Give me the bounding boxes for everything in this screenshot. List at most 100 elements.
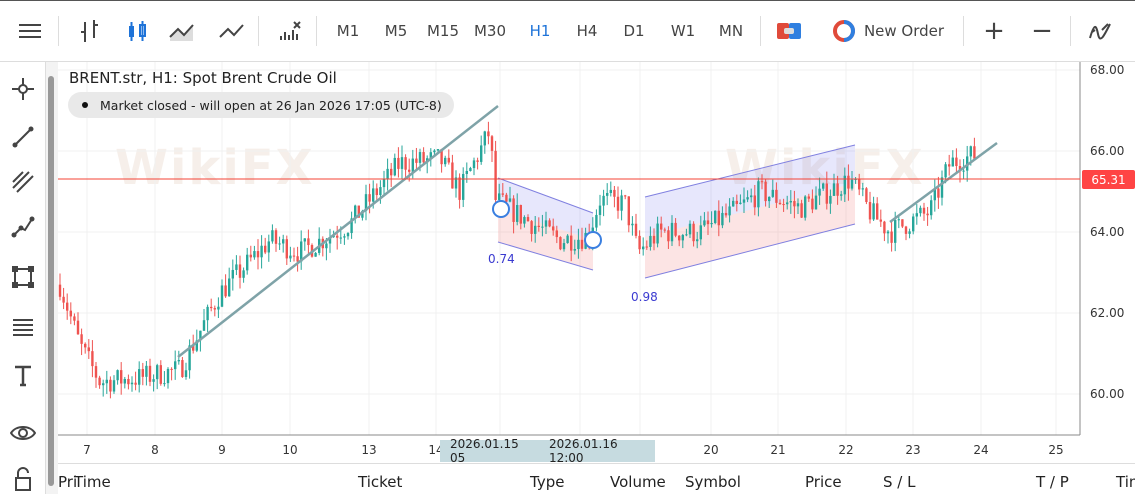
- candle-body: [613, 189, 616, 197]
- fibonacci-tool[interactable]: [8, 312, 38, 342]
- candle-body: [325, 243, 328, 249]
- candle-body: [386, 168, 389, 179]
- candle-body: [256, 251, 260, 258]
- column-header[interactable]: Pri: [58, 473, 78, 491]
- bar-chart-button[interactable]: [72, 11, 108, 51]
- candle-body: [890, 231, 893, 243]
- menu-button[interactable]: [10, 11, 50, 51]
- candle-body: [678, 235, 681, 241]
- candle-body: [462, 173, 465, 200]
- market-status-text: Market closed - will open at 26 Jan 2026…: [100, 97, 442, 113]
- date-tick: 21: [770, 443, 786, 457]
- candle-body: [627, 196, 630, 226]
- candle-body: [732, 200, 735, 207]
- candle-body: [595, 214, 598, 228]
- candle-body: [278, 243, 281, 245]
- timeframe-d1[interactable]: D1: [623, 22, 645, 40]
- candle-body: [660, 223, 663, 230]
- candle-body: [508, 198, 512, 202]
- one-click-trading-button[interactable]: [772, 11, 806, 51]
- path-tool[interactable]: [8, 212, 38, 242]
- candle-body: [429, 152, 432, 159]
- candle-body: [782, 204, 785, 206]
- chart-title: BRENT.str, H1: Spot Brent Crude Oil: [69, 69, 337, 87]
- candle-body: [235, 264, 238, 270]
- candle-body: [300, 241, 303, 262]
- candle-body: [703, 220, 706, 226]
- candle-body: [400, 157, 404, 169]
- candle-body: [955, 157, 958, 167]
- column-header[interactable]: S / L: [883, 473, 916, 491]
- trend-line: [889, 141, 998, 224]
- candle-body: [922, 207, 926, 214]
- candle-body: [598, 205, 602, 215]
- indicators-button[interactable]: [1082, 11, 1118, 51]
- zoom-out-button[interactable]: −: [1031, 16, 1053, 46]
- candle-body: [904, 226, 908, 234]
- candle-body: [264, 245, 267, 253]
- market-status-badge: Market closed - will open at 26 Jan 2026…: [68, 92, 454, 118]
- candle-body: [210, 306, 213, 309]
- candle-body: [307, 238, 310, 246]
- date-tick: 25: [1048, 443, 1064, 457]
- candle-body: [418, 152, 422, 163]
- candle-body: [937, 188, 940, 198]
- candle-body: [829, 195, 832, 204]
- candle-body: [267, 241, 270, 253]
- candle-body: [548, 220, 551, 227]
- timeframe-m30[interactable]: M30: [473, 22, 507, 40]
- candle-body: [764, 181, 767, 202]
- timeframe-h1[interactable]: H1: [529, 22, 551, 40]
- column-header[interactable]: Ticket: [358, 473, 403, 491]
- eye-icon[interactable]: [8, 418, 38, 448]
- candle-body: [631, 223, 634, 226]
- zoom-in-button[interactable]: +: [983, 16, 1005, 46]
- candle-body: [894, 219, 897, 243]
- candle-body: [606, 192, 609, 196]
- candle-body: [519, 205, 522, 224]
- column-header[interactable]: Time: [1116, 473, 1135, 491]
- candle-body: [58, 284, 62, 297]
- column-header[interactable]: Volume: [610, 473, 666, 491]
- new-order-button[interactable]: New Order: [826, 11, 950, 51]
- candle-body: [652, 235, 656, 244]
- channel-tool[interactable]: [8, 167, 38, 197]
- candle-body: [487, 131, 490, 137]
- lock-icon[interactable]: [8, 464, 38, 494]
- candle-body: [688, 223, 692, 235]
- text-tool[interactable]: [8, 360, 38, 390]
- candle-body: [66, 302, 69, 311]
- candle-body: [699, 225, 702, 240]
- candle-body: [458, 177, 461, 200]
- crosshair-tool[interactable]: [8, 74, 38, 104]
- column-header[interactable]: Type: [530, 473, 565, 491]
- shape-tool[interactable]: [8, 262, 38, 292]
- trendline-tool[interactable]: [8, 122, 38, 152]
- candle-body: [717, 210, 720, 226]
- candle-body: [314, 252, 317, 257]
- toolbar-scrollbar[interactable]: [46, 62, 58, 494]
- price-chart[interactable]: [58, 62, 1135, 462]
- timeframe-m5[interactable]: M5: [384, 22, 408, 40]
- candle-body: [706, 220, 710, 225]
- candlestick-chart-button[interactable]: [120, 11, 156, 51]
- timeframe-w1[interactable]: W1: [670, 22, 696, 40]
- timeframe-m15[interactable]: M15: [426, 22, 460, 40]
- area-chart-button[interactable]: [164, 11, 200, 51]
- candle-body: [602, 195, 605, 206]
- timeframe-mn[interactable]: MN: [718, 22, 744, 40]
- candle-body: [789, 200, 792, 203]
- toolbar: M1 M5 M15 M30 H1 H4 D1 W1 MN New Order + −: [0, 0, 1135, 62]
- line-chart-button[interactable]: [214, 11, 250, 51]
- candle-body: [343, 236, 346, 238]
- candle-body: [526, 217, 530, 222]
- volume-toggle-button[interactable]: [272, 11, 308, 51]
- column-header[interactable]: Time: [74, 473, 111, 491]
- column-header[interactable]: Symbol: [685, 473, 741, 491]
- candle-body: [811, 198, 814, 210]
- candle-body: [408, 169, 411, 172]
- column-header[interactable]: Price: [805, 473, 842, 491]
- column-header[interactable]: T / P: [1036, 473, 1069, 491]
- timeframe-m1[interactable]: M1: [336, 22, 360, 40]
- timeframe-h4[interactable]: H4: [576, 22, 598, 40]
